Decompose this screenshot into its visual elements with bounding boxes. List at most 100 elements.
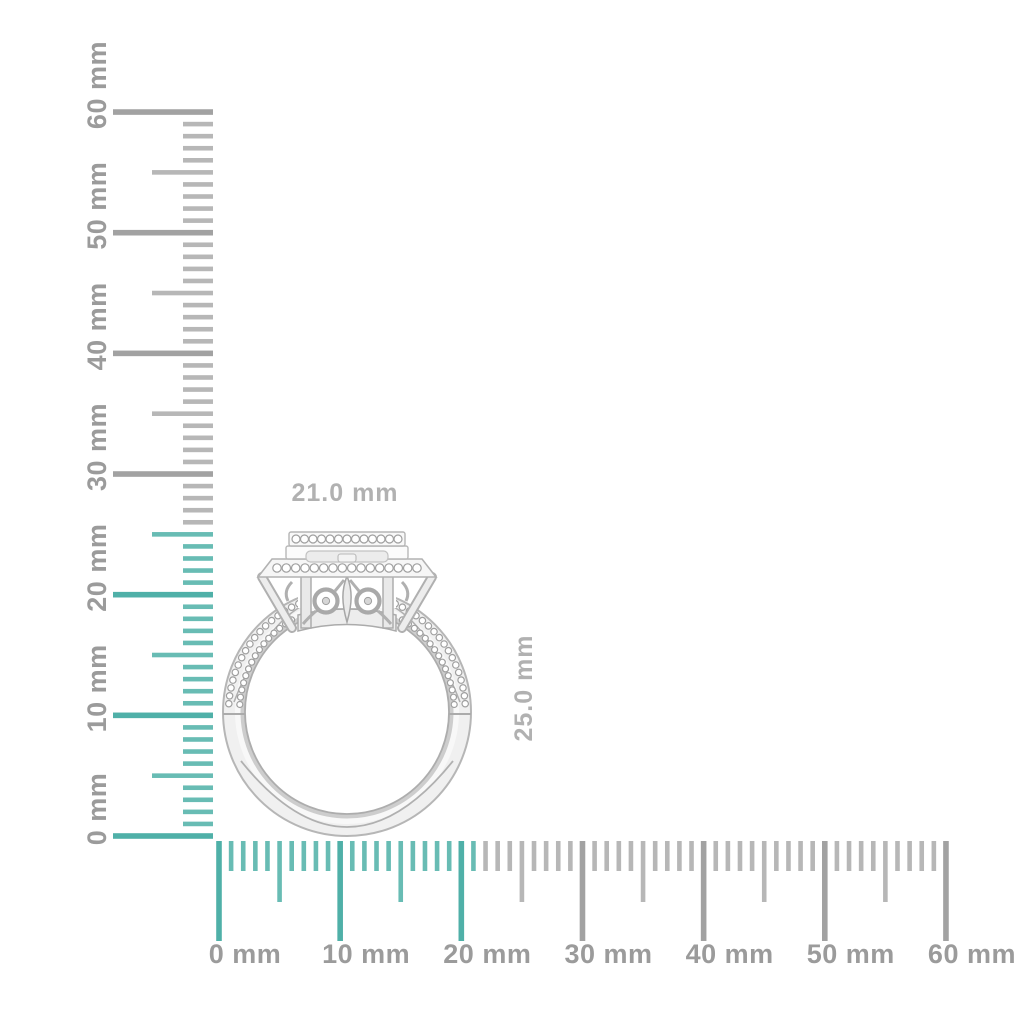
- pave-diamond: [426, 640, 434, 648]
- halo-diamond: [328, 563, 338, 573]
- pave-diamond: [421, 634, 429, 642]
- pave-diamond: [459, 684, 467, 692]
- gallery-curl-outer-left: [284, 580, 294, 602]
- v-tick: [183, 785, 213, 791]
- pave-diamond: [440, 640, 448, 648]
- scroll-tail: [301, 609, 317, 625]
- scroll-spiral-left-center: [321, 596, 331, 606]
- halo-diamond: [367, 534, 378, 544]
- h-tick: [301, 841, 307, 871]
- pave-diamond: [256, 627, 264, 636]
- v-ruler-label: 0 mm: [82, 773, 112, 846]
- scroll-tail: [377, 609, 393, 625]
- halo-diamond: [365, 563, 376, 573]
- h-tick-major: [700, 841, 707, 941]
- v-tick: [183, 761, 213, 766]
- halo-diamond: [291, 534, 301, 544]
- v-tick: [183, 616, 213, 622]
- pave-diamond: [244, 665, 253, 673]
- v-tick: [183, 821, 213, 827]
- v-tick-major: [113, 591, 213, 598]
- pave-diamond: [441, 665, 450, 673]
- pave-diamond: [255, 646, 263, 654]
- v-tick: [183, 375, 213, 380]
- h-tick: [362, 841, 367, 871]
- pave-diamond: [267, 616, 276, 625]
- v-tick: [183, 278, 213, 284]
- v-tick: [183, 363, 213, 368]
- h-tick: [737, 841, 743, 871]
- head-center-tab: [337, 553, 357, 563]
- h-tick: [919, 841, 925, 871]
- halo-diamond: [374, 563, 385, 573]
- v-tick: [183, 218, 213, 223]
- halo-diamond: [384, 563, 394, 573]
- v-tick: [183, 483, 213, 489]
- v-tick: [183, 302, 213, 308]
- v-tick: [183, 158, 213, 163]
- halo-diamond: [376, 534, 386, 544]
- halo-diamonds: [272, 563, 422, 573]
- pave-diamond: [444, 646, 453, 655]
- h-ruler-label: 20 mm: [443, 939, 531, 969]
- pave-diamond: [430, 627, 438, 636]
- h-tick: [725, 841, 731, 871]
- v-tick: [183, 266, 213, 272]
- fleur-de-lis-leaf: [342, 573, 352, 625]
- pave-diamond: [251, 652, 259, 660]
- v-tick-major: [113, 350, 213, 357]
- v-tick: [183, 664, 213, 670]
- band-bevel-line: [240, 760, 454, 828]
- vertical-ruler: 0 mm 10 mm 20 mm 30 mm 40 mm 50 mm 60 mm: [82, 41, 213, 845]
- pave-diamond: [248, 658, 256, 666]
- pave-diamond: [448, 686, 456, 694]
- pave-diamond: [250, 633, 259, 642]
- v-tick: [183, 314, 213, 320]
- v-tick: [183, 121, 213, 127]
- halo-diamond: [384, 534, 395, 544]
- h-tick: [325, 841, 331, 871]
- h-tick: [446, 841, 452, 871]
- v-tick: [183, 749, 213, 754]
- pave-diamond: [265, 634, 273, 642]
- h-tick: [228, 841, 234, 871]
- v-ruler-label: 10 mm: [82, 644, 112, 732]
- v-tick: [183, 580, 213, 585]
- h-tick: [640, 841, 646, 902]
- h-tick: [931, 841, 937, 871]
- pave-diamond: [461, 699, 470, 708]
- pave-diamond: [416, 629, 424, 637]
- v-tick: [152, 773, 213, 778]
- pave-diamond: [231, 668, 240, 677]
- gallery-strut-left: [259, 574, 295, 631]
- v-tick: [183, 387, 213, 392]
- scroll-tail: [333, 579, 346, 592]
- halo-diamond: [393, 563, 404, 573]
- h-tick-major: [579, 841, 586, 941]
- pave-diamond: [451, 661, 460, 669]
- pave-diamond: [449, 693, 458, 701]
- pave-diamond: [261, 622, 270, 630]
- v-tick: [183, 544, 213, 549]
- v-tick-major: [113, 109, 213, 115]
- pave-diamond: [246, 640, 254, 648]
- v-tick: [183, 447, 213, 453]
- h-tick: [895, 841, 900, 871]
- v-tick: [183, 182, 213, 187]
- pave-diamond: [424, 622, 433, 630]
- v-tick: [183, 676, 213, 682]
- halo-diamond: [346, 563, 357, 573]
- pave-diamond: [444, 672, 452, 680]
- v-tick: [183, 326, 213, 332]
- h-tick: [858, 841, 864, 871]
- h-tick: [664, 841, 670, 871]
- h-tick: [507, 841, 513, 871]
- pave-diamond: [242, 672, 250, 680]
- pave-diamond: [236, 700, 244, 709]
- h-tick: [519, 841, 525, 902]
- v-tick: [183, 700, 213, 706]
- pave-diamond: [457, 676, 465, 684]
- h-tick: [555, 841, 561, 871]
- h-tick: [531, 841, 537, 871]
